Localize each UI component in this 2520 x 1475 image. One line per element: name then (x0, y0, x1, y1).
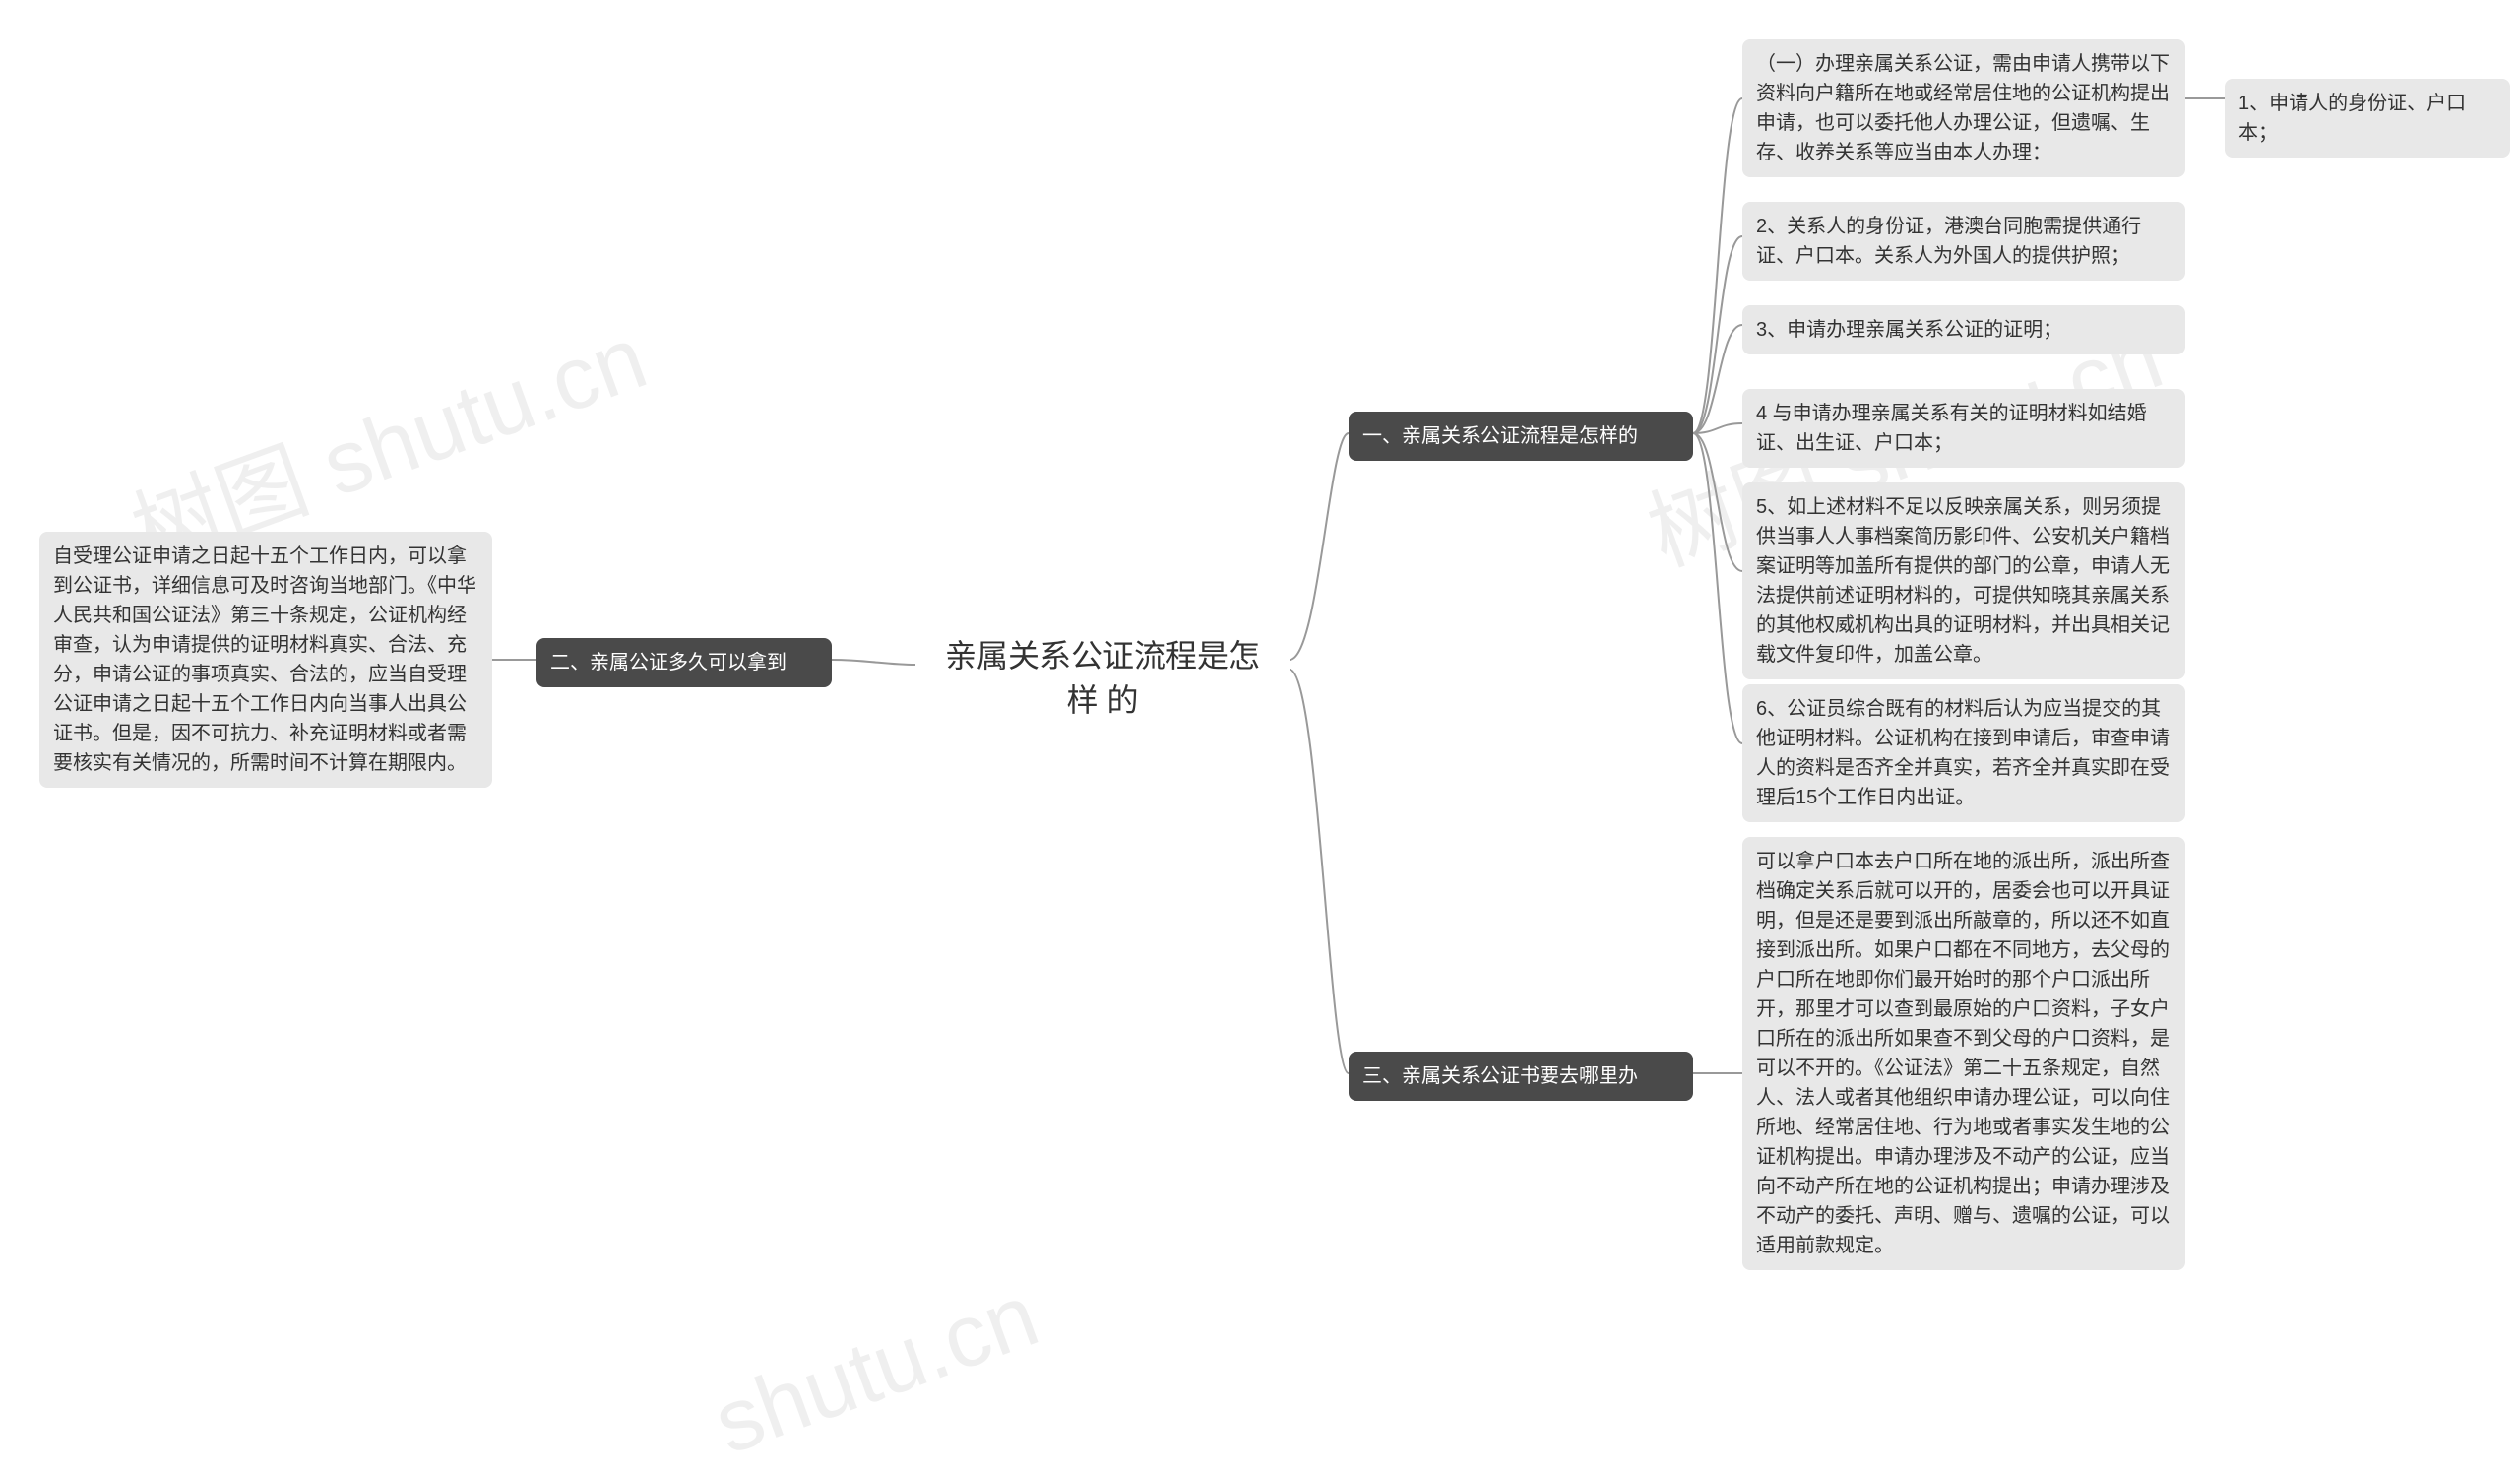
branch-right-1-node: 三、亲属关系公证书要去哪里办 (1349, 1052, 1693, 1101)
center-node-text: 亲属关系公证流程是怎样 的 (945, 638, 1260, 718)
node-text: 6、公证员综合既有的材料后认为应当提交的其他证明材料。公证机构在接到申请后，审查… (1756, 698, 2170, 808)
branch-right-0-child-1: 2、关系人的身份证，港澳台同胞需提供通行证、户口本。关系人为外国人的提供护照； (1742, 202, 2185, 281)
node-text: 4 与申请办理亲属关系有关的证明材料如结婚证、出生证、户口本； (1756, 403, 2147, 454)
branch-right-0-child-2: 3、申请办理亲属关系公证的证明； (1742, 305, 2185, 354)
branch-right-0-child-0: （一）办理亲属关系公证，需由申请人携带以下资料向户籍所在地或经常居住地的公证机构… (1742, 39, 2185, 177)
node-text: （一）办理亲属关系公证，需由申请人携带以下资料向户籍所在地或经常居住地的公证机构… (1756, 53, 2170, 163)
node-text: 1、申请人的身份证、户口本； (2238, 93, 2466, 144)
branch-right-1-child-0: 可以拿户口本去户口所在地的派出所，派出所查档确定关系后就可以开的，居委会也可以开… (1742, 837, 2185, 1270)
node-text: 自受理公证申请之日起十五个工作日内，可以拿到公证书，详细信息可及时咨询当地部门。… (53, 545, 476, 774)
node-text: 2、关系人的身份证，港澳台同胞需提供通行证、户口本。关系人为外国人的提供护照； (1756, 216, 2141, 267)
branch-left-child-0: 自受理公证申请之日起十五个工作日内，可以拿到公证书，详细信息可及时咨询当地部门。… (39, 532, 492, 788)
watermark: shutu.cn (702, 1265, 1051, 1475)
node-text: 5、如上述材料不足以反映亲属关系，则另须提供当事人人事档案简历影印件、公安机关户… (1756, 496, 2170, 666)
node-text: 3、申请办理亲属关系公证的证明； (1756, 319, 2062, 341)
center-node: 亲属关系公证流程是怎样 的 (915, 620, 1290, 737)
branch-right-0-child-4: 5、如上述材料不足以反映亲属关系，则另须提供当事人人事档案简历影印件、公安机关户… (1742, 482, 2185, 679)
branch-right-0-child-5: 6、公证员综合既有的材料后认为应当提交的其他证明材料。公证机构在接到申请后，审查… (1742, 684, 2185, 822)
branch-right-0-child-3: 4 与申请办理亲属关系有关的证明材料如结婚证、出生证、户口本； (1742, 389, 2185, 468)
node-text: 可以拿户口本去户口所在地的派出所，派出所查档确定关系后就可以开的，居委会也可以开… (1756, 851, 2170, 1256)
branch-left-label: 二、亲属公证多久可以拿到 (550, 652, 787, 673)
branch-right-0-node: 一、亲属关系公证流程是怎样的 (1349, 412, 1693, 461)
branch-right-0-label: 一、亲属关系公证流程是怎样的 (1362, 425, 1638, 447)
branch-right-1-label: 三、亲属关系公证书要去哪里办 (1362, 1065, 1638, 1087)
branch-right-0-child-0-sub-0: 1、申请人的身份证、户口本； (2225, 79, 2510, 158)
branch-left-node: 二、亲属公证多久可以拿到 (536, 638, 832, 687)
